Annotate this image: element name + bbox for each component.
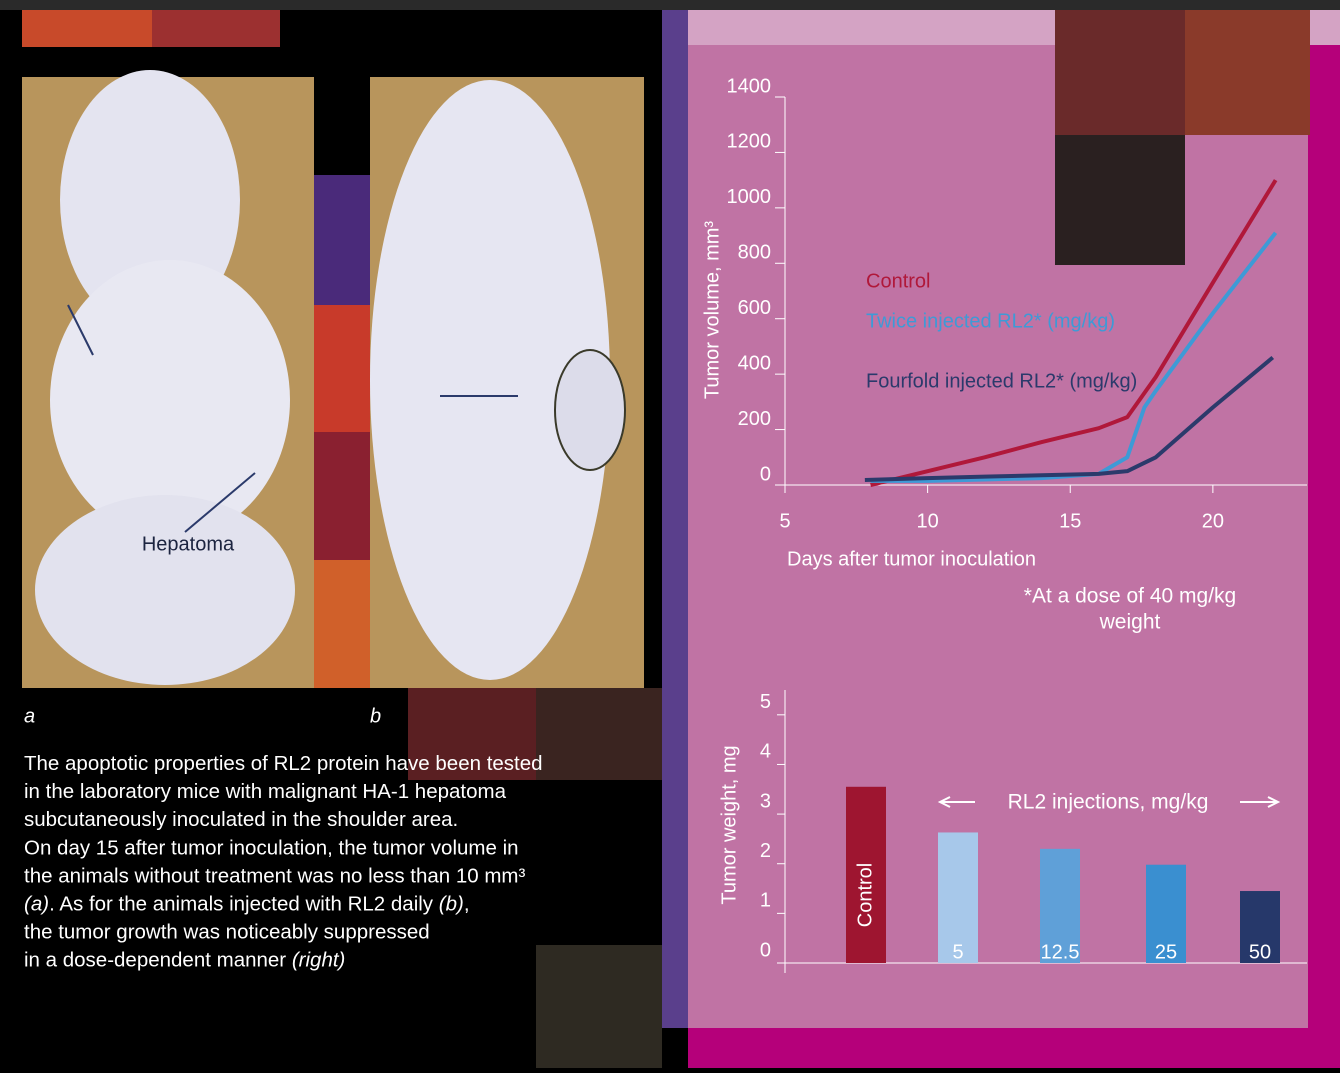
deco-square	[314, 175, 370, 305]
arrow	[67, 304, 94, 356]
deco-square	[314, 432, 370, 560]
footnote: weight	[1099, 611, 1161, 634]
x-tick-label: 20	[1202, 510, 1224, 532]
y-tick-label: 600	[738, 297, 771, 319]
deco-square	[314, 305, 370, 432]
legend-label: Twice injected RL2* (mg/kg)	[866, 310, 1115, 332]
x-tick-label: 5	[779, 510, 790, 532]
chart-panel	[688, 45, 1308, 1028]
deco-square	[408, 688, 536, 780]
body-line: On day 15 after tumor inoculation, the t…	[24, 837, 519, 860]
x-axis-label: Days after tumor inoculation	[787, 548, 1036, 570]
y-tick-label: 200	[738, 408, 771, 430]
side-strip	[662, 10, 688, 1028]
body-line: the animals without treatment was no les…	[24, 865, 526, 888]
y-axis-label: Tumor weight, mg	[718, 745, 740, 904]
deco-square	[152, 10, 280, 47]
deco-square	[536, 688, 662, 780]
body-segment: ,	[464, 893, 470, 916]
caption: a	[24, 705, 35, 727]
series-line	[864, 355, 1275, 483]
mouse-body	[370, 80, 610, 680]
y-tick-label: 0	[760, 463, 771, 485]
deco-square	[1055, 10, 1185, 135]
series-line	[870, 179, 1278, 487]
bar	[1040, 848, 1080, 963]
y-tick-label: 1	[760, 890, 771, 912]
deco-square	[536, 945, 662, 1068]
photo-label: Hepatoma	[142, 533, 235, 555]
bar	[938, 832, 978, 963]
mouse-body	[50, 260, 290, 540]
deco-square	[1055, 135, 1185, 265]
y-tick-label: 1200	[727, 131, 772, 153]
body-line: in a dose-dependent manner (right)	[24, 949, 345, 972]
y-tick-label: 3	[760, 790, 771, 812]
bar-label: 50	[1249, 941, 1271, 963]
x-tick-label: 15	[1059, 510, 1081, 532]
bar-label: 25	[1155, 941, 1177, 963]
body-line: (a). As for the animals injected with RL…	[24, 893, 470, 916]
bar-label: Control	[854, 863, 876, 927]
body-segment: . As for the animals injected with RL2 d…	[49, 893, 439, 916]
body-segment: The apoptotic properties of RL2 protein …	[24, 752, 543, 775]
body-segment: (a)	[24, 893, 49, 916]
body-segment: in the laboratory mice with malignant HA…	[24, 781, 507, 804]
caption: b	[370, 705, 381, 727]
mouse-tail-end	[35, 495, 295, 685]
body-text: The apoptotic properties of RL2 protein …	[24, 752, 543, 972]
y-tick-label: 1000	[727, 186, 772, 208]
body-segment: (b)	[439, 893, 464, 916]
bar-label: 12.5	[1041, 941, 1080, 963]
y-axis-label: Tumor volume, mm³	[701, 221, 723, 400]
y-tick-label: 4	[760, 741, 771, 763]
y-tick-label: 800	[738, 242, 771, 264]
arrow-right	[1240, 796, 1281, 808]
bar	[1240, 891, 1280, 963]
footnote: *At a dose of 40 mg/kg	[1024, 585, 1236, 608]
body-segment: On day 15 after tumor inoculation, the t…	[24, 837, 519, 860]
x-tick-label: 10	[916, 510, 938, 532]
body-segment: the animals without treatment was no les…	[24, 865, 526, 888]
body-segment: in a dose-dependent manner	[24, 949, 292, 972]
deco-square	[22, 10, 152, 47]
bar	[846, 786, 886, 963]
deco-square	[314, 560, 370, 688]
y-tick-label: 0	[760, 939, 771, 961]
body-segment: (right)	[292, 949, 346, 972]
annotation: RL2 injections, mg/kg	[1008, 791, 1209, 814]
y-tick-label: 5	[760, 691, 771, 713]
body-segment: the tumor growth was noticeably suppress…	[24, 921, 430, 944]
top-stripe	[0, 0, 1340, 10]
arrow	[184, 472, 256, 533]
bar	[1146, 864, 1186, 963]
body-line: in the laboratory mice with malignant HA…	[24, 781, 507, 804]
y-tick-label: 1400	[727, 75, 772, 97]
arrow-left	[937, 796, 975, 808]
body-line: the tumor growth was noticeably suppress…	[24, 921, 430, 944]
series-line	[870, 231, 1278, 483]
legend-label: Fourfold injected RL2* (mg/kg)	[866, 370, 1137, 392]
body-line: subcutaneously inoculated in the shoulde…	[24, 809, 458, 832]
y-tick-label: 2	[760, 840, 771, 862]
deco-square	[1185, 10, 1310, 135]
legend-label: Control	[866, 270, 930, 292]
bar-label: 5	[952, 941, 963, 963]
body-segment: subcutaneously inoculated in the shoulde…	[24, 809, 458, 832]
y-tick-label: 400	[738, 352, 771, 374]
body-line: The apoptotic properties of RL2 protein …	[24, 752, 543, 775]
tumor	[554, 349, 626, 471]
